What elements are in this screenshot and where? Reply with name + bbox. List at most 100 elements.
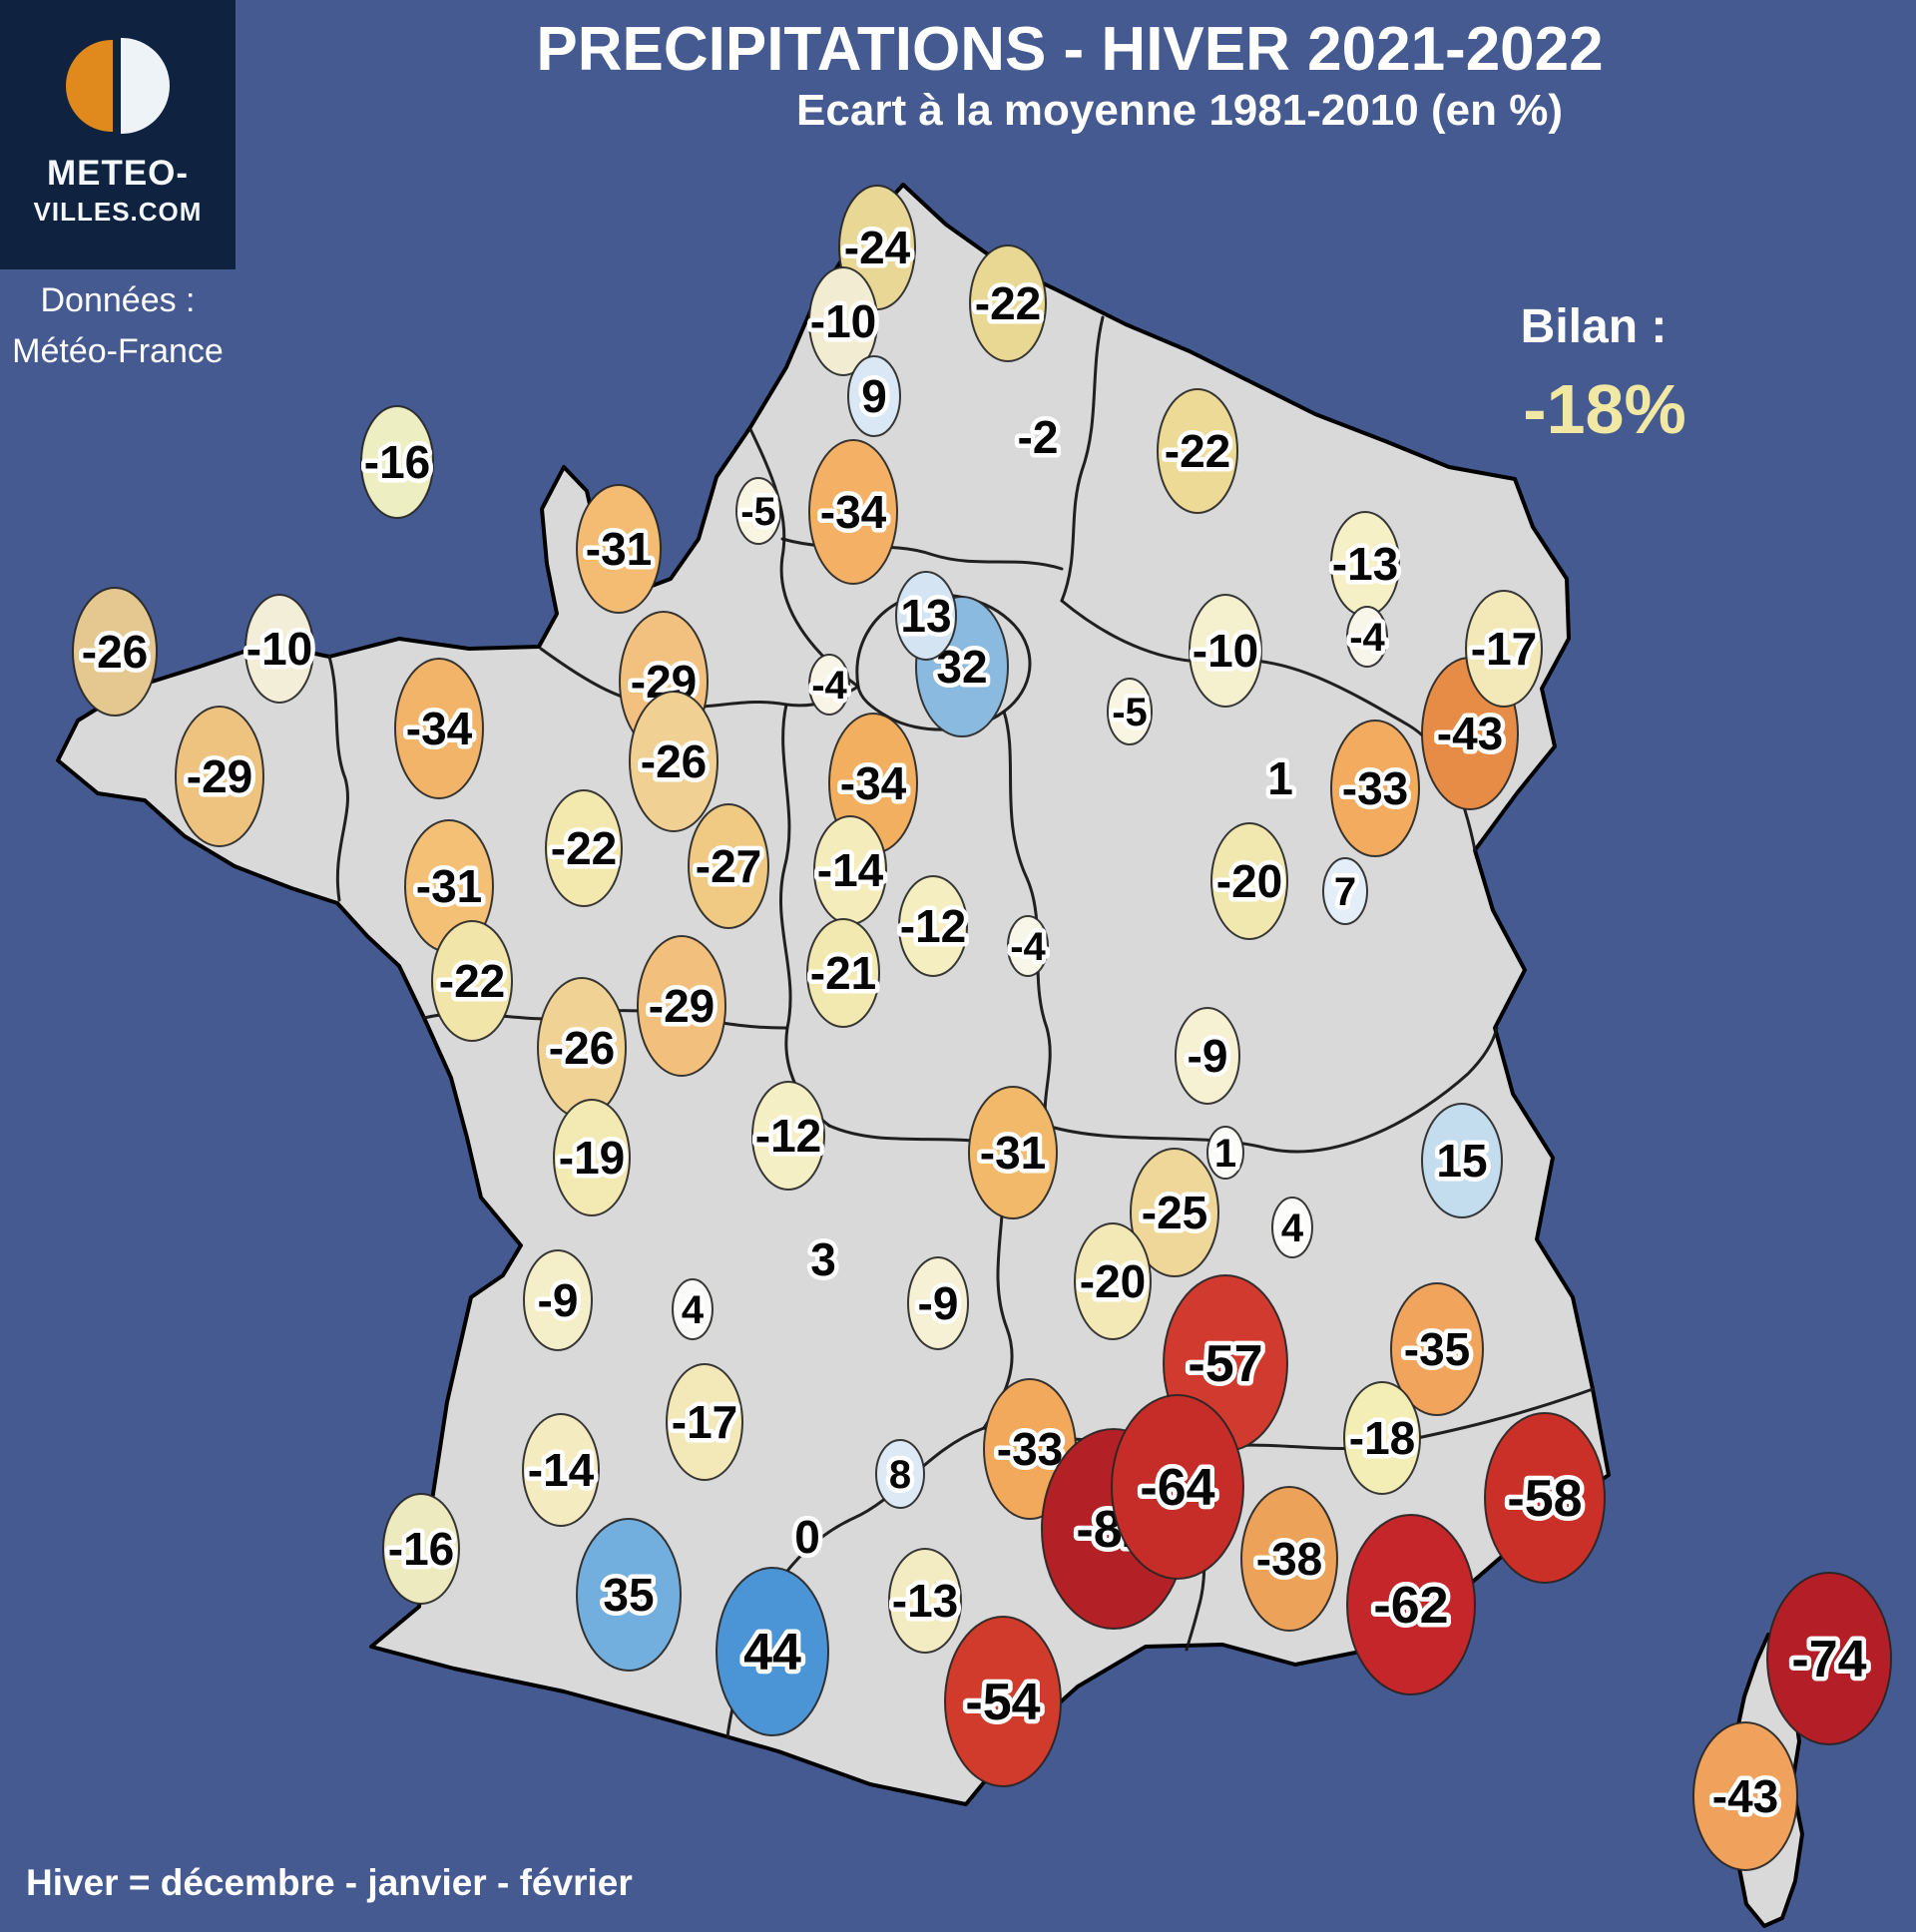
bubble-value: -58 [1507,1470,1582,1528]
bubble-value: -31 [980,1127,1046,1179]
bubble-ellipse [969,244,1047,362]
bubble-ellipse [716,1567,829,1736]
map-bubble: 13 [895,571,957,661]
logo-text-line1: METEO- [46,154,190,193]
bubble-ellipse [1130,1148,1219,1277]
bubble-value: -22 [975,277,1041,329]
logo-left-half [66,40,113,132]
bubble-value: -22 [551,822,617,874]
map-bubble: -31 [404,819,494,953]
bubble-ellipse [175,706,264,847]
map-bubble: -14 [522,1413,600,1527]
bubble-ellipse [808,654,850,716]
map-bubble: -22 [431,920,513,1042]
map-bubble: -19 [553,1099,631,1216]
bubble-value: -35 [1404,1323,1470,1375]
bubble-value: -24 [844,222,911,273]
bubble-ellipse [1322,857,1368,925]
map-bubble: 8 [875,1439,925,1509]
map-bubble: -33 [1330,720,1420,857]
bubble-ellipse [1157,388,1238,514]
map-bubble: -14 [812,815,888,925]
bubble-ellipse [1766,1572,1892,1745]
bubble-value: -9 [1188,1030,1228,1082]
meteo-villes-moon-icon [66,38,170,134]
map-bubble: -58 [1484,1412,1606,1584]
bubble-value: -29 [649,980,715,1032]
map-bubble: -22 [545,789,623,907]
map-bubble: -34 [394,658,484,799]
bubble-ellipse [394,658,484,799]
map-bubble: -17 [666,1363,743,1481]
bubble-value: -2 [1018,411,1059,463]
page-title: PRECIPITATIONS - HIVER 2021-2022 [536,15,1604,84]
bubble-value: -43 [1712,1770,1778,1822]
bubble-value: 13 [900,590,951,642]
bubble-value: -62 [1373,1577,1448,1635]
bubble-value: 35 [603,1569,654,1621]
bubble-value: -26 [82,626,148,678]
bubble-value: -33 [997,1423,1063,1475]
bubble-ellipse [72,587,158,717]
bubble-value: 7 [1334,870,1356,914]
map-bubble: -10 [805,266,881,376]
bubble-ellipse [672,1278,714,1340]
bubble-value: -64 [1140,1459,1214,1517]
bubble-value: -20 [1080,1255,1146,1307]
source-label: Données : [40,281,196,319]
bubble-ellipse [1210,822,1288,940]
bubble-value: -4 [811,664,847,708]
map-bubble: -5 [735,477,781,545]
bubble-value: 44 [743,1624,801,1682]
bubble-ellipse [847,355,901,437]
bubble-ellipse [522,1413,600,1527]
bubble-ellipse [523,1249,593,1351]
bubble-ellipse [898,875,968,977]
bubble-ellipse [431,920,513,1042]
bubble-ellipse [576,484,662,614]
map-bubble: -17 [1465,590,1543,708]
map-bubble: -9 [907,1256,969,1350]
bubble-ellipse [360,405,434,519]
bubble-ellipse [1271,1197,1313,1258]
bubble-ellipse [1465,590,1543,708]
source-name: Météo-France [12,332,224,370]
map-bubble: -74 [1766,1572,1892,1745]
map-bubble: -22 [969,244,1047,362]
bubble-ellipse [808,439,898,585]
bubble-value: -20 [1216,855,1282,907]
bubble-value: 4 [682,1288,705,1332]
bubble-value: -29 [187,750,252,802]
bubble-value: -27 [696,840,761,892]
bubble-value: -57 [1188,1335,1262,1393]
bubble-value: -5 [740,490,776,534]
bubble-value: -9 [538,1274,579,1326]
bubble-value: 9 [861,370,887,422]
bubble-ellipse [806,918,880,1028]
map-bubble: 35 [576,1518,682,1672]
map-bubble: -26 [629,691,718,832]
map-bubble: -2 [1013,407,1063,468]
map-bubble: -20 [1074,1222,1152,1340]
map-bubble: -64 [1111,1394,1244,1580]
map-bubble: -5 [1107,678,1153,745]
bubble-ellipse [1189,594,1262,708]
bubble-value: -10 [810,295,876,347]
map-bubble: -20 [1210,822,1288,940]
bubble-value: -22 [439,955,505,1007]
page-subtitle: Ecart à la moyenne 1981-2010 (en %) [796,86,1563,135]
bubble-ellipse [1346,606,1388,668]
map-bubble: -16 [359,405,435,519]
bubble-value: 3 [810,1233,836,1285]
bubble-value: -10 [246,623,312,675]
map-bubble: 9 [847,355,901,437]
bubble-value: -74 [1791,1631,1866,1689]
bubble-ellipse [1484,1412,1606,1584]
bubble-ellipse [735,477,781,545]
map-bubble: -12 [750,1081,826,1191]
map-bubble: -62 [1346,1514,1476,1695]
map-bubble: -13 [887,1548,963,1654]
